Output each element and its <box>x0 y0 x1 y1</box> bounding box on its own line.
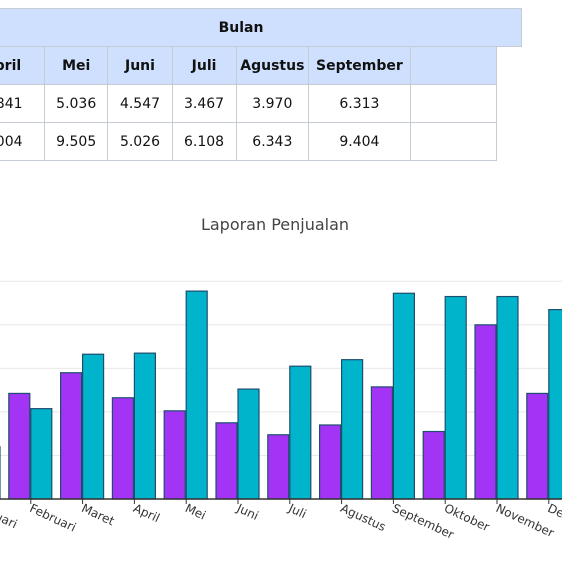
x-tick-label-agustus: Agustus <box>338 501 388 534</box>
bar-1-november <box>474 324 497 500</box>
table-cell: 3.970 <box>235 84 310 123</box>
bar-2-agustus <box>341 359 364 500</box>
table-cell: 5.026 <box>107 122 173 161</box>
group-header-bulan: Bulan <box>0 8 522 47</box>
table-cell: 4.547 <box>107 84 173 123</box>
bar-1-juli <box>267 434 290 500</box>
bar-1-september <box>370 386 393 500</box>
bar-2-februari <box>30 408 53 500</box>
table-cell: 9.505 <box>43 122 109 161</box>
table-cell: 5.841 <box>0 84 45 123</box>
bar-1-mei <box>163 410 186 500</box>
bar-1-oktober <box>422 430 445 500</box>
bar-2-mei <box>185 290 208 500</box>
x-tick-label-november: November <box>494 501 557 540</box>
col-header-juli: Juli <box>171 46 237 85</box>
table-cell: 5.036 <box>43 84 109 123</box>
col-header-next <box>409 46 498 85</box>
table-cell <box>409 84 498 123</box>
sales-bar-chart: Laporan Penjualan Januari Februari Maret Ap… <box>0 215 562 542</box>
bar-2-november <box>496 295 519 500</box>
col-header-april: April <box>0 46 45 85</box>
col-header-mei: Mei <box>43 46 109 85</box>
table-row: 5.841 5.036 4.547 3.467 3.970 6.313 <box>0 84 522 123</box>
bar-1-maret <box>59 372 83 500</box>
bar-1-februari <box>8 392 31 500</box>
x-tick-label-juli: Juli <box>286 501 309 522</box>
bar-2-desember <box>548 309 562 500</box>
table-cell: 9.404 <box>308 122 411 161</box>
chart-title: Laporan Penjualan <box>201 215 349 234</box>
bar-2-september <box>392 292 415 500</box>
table-cell: 6.108 <box>171 122 237 161</box>
table-cell <box>409 122 498 161</box>
x-tick-label-mei: Mei <box>183 501 208 523</box>
x-tick-label-januari: Januari <box>0 501 19 532</box>
sales-table: Bulan April Mei Juni Juli Agustus Septem… <box>0 8 522 161</box>
bar-2-oktober <box>444 295 467 500</box>
table-cell: 6.313 <box>308 84 411 123</box>
bar-1-desember <box>526 392 549 500</box>
bar-2-juni <box>237 388 260 500</box>
bar-1-agustus <box>319 424 342 500</box>
chart-bars <box>0 290 562 500</box>
col-header-juni: Juni <box>107 46 173 85</box>
bar-1-juni <box>215 422 238 500</box>
table-row: 8.004 9.505 5.026 6.108 6.343 9.404 <box>0 122 522 161</box>
col-header-agustus: Agustus <box>235 46 310 85</box>
x-tick-label-maret: Maret <box>79 501 116 528</box>
bar-2-juli <box>289 365 312 500</box>
table-cell: 8.004 <box>0 122 45 161</box>
col-header-september: September <box>308 46 411 85</box>
bar-2-maret <box>81 353 105 500</box>
table-cell: 3.467 <box>171 84 237 123</box>
x-tick-labels: Januari Februari Maret April Mei Juni Juli Agus… <box>0 499 562 542</box>
bar-2-april <box>133 352 156 500</box>
x-tick-label-februari: Februari <box>28 501 79 535</box>
bar-1-april <box>111 397 135 500</box>
x-tick-label-april: April <box>131 501 162 525</box>
table-cell: 6.343 <box>235 122 310 161</box>
